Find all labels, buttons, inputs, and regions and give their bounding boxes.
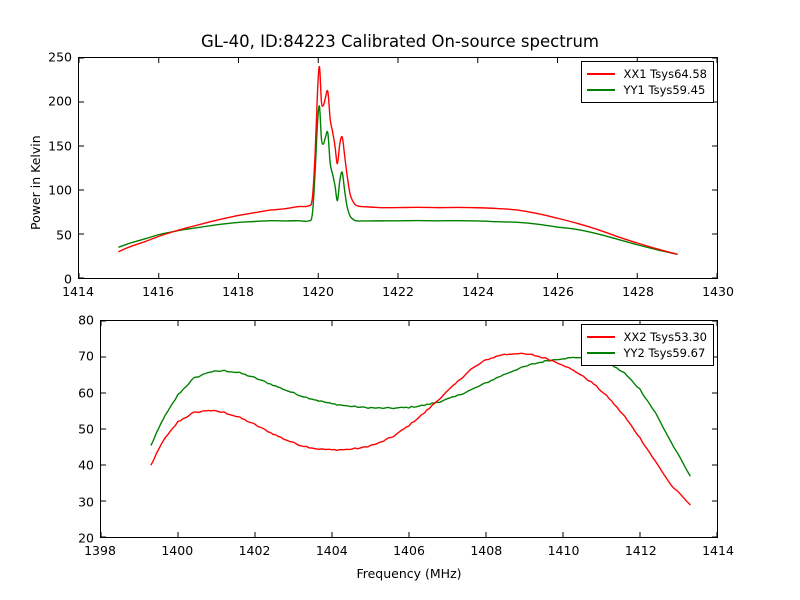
legend-swatch-green bbox=[587, 89, 616, 91]
legend-item: XX2 Tsys53.30 bbox=[587, 329, 707, 345]
top-panel-y-tick-label: 250 bbox=[48, 49, 72, 65]
top-panel-y-tick-label: 0 bbox=[64, 271, 72, 287]
bottom-panel-x-tick-label: 1404 bbox=[315, 543, 348, 558]
top-panel-x-tick-label: 1418 bbox=[222, 284, 254, 299]
legend-label: YY2 Tsys59.67 bbox=[623, 346, 706, 360]
bottom-panel-y-tick-label: 70 bbox=[78, 348, 94, 364]
top-panel-x-tick-label: 1428 bbox=[622, 284, 654, 299]
legend-label: XX1 Tsys64.58 bbox=[623, 67, 707, 81]
bottom-panel-x-tick-label: 1410 bbox=[547, 543, 580, 558]
top-panel-y-tick-label: 100 bbox=[48, 182, 72, 198]
legend-item: XX1 Tsys64.58 bbox=[587, 66, 707, 82]
top-panel-x-tick-label: 1420 bbox=[302, 284, 334, 299]
top-panel-x-tick-label: 1422 bbox=[382, 284, 414, 299]
legend-swatch-green bbox=[587, 352, 616, 354]
bottom-panel-legend: XX2 Tsys53.30 YY2 Tsys59.67 bbox=[581, 324, 714, 366]
bottom-panel-x-tick-label: 1412 bbox=[624, 543, 657, 558]
legend-swatch-red bbox=[587, 336, 616, 338]
top-panel-y-tick-label: 200 bbox=[48, 93, 72, 109]
top-panel-x-tick-label: 1430 bbox=[702, 284, 734, 299]
legend-swatch-red bbox=[587, 73, 616, 75]
top-panel-y-tick-label: 150 bbox=[48, 138, 72, 154]
legend-label: XX2 Tsys53.30 bbox=[623, 330, 707, 344]
legend-item: YY2 Tsys59.67 bbox=[587, 345, 707, 361]
legend-label: YY1 Tsys59.45 bbox=[623, 83, 706, 97]
top-panel-legend: XX1 Tsys64.58 YY1 Tsys59.45 bbox=[581, 61, 714, 103]
bottom-panel-y-tick-label: 80 bbox=[78, 312, 94, 328]
bottom-panel-y-tick-label: 20 bbox=[78, 530, 94, 546]
top-panel-x-tick-label: 1426 bbox=[542, 284, 574, 299]
bottom-panel-x-tick-label: 1408 bbox=[470, 543, 503, 558]
bottom-panel-axes: XX2 Tsys53.30 YY2 Tsys59.67 bbox=[100, 320, 718, 538]
top-panel-axes: XX1 Tsys64.58 YY1 Tsys59.45 bbox=[78, 57, 718, 279]
top-panel-x-tick-label: 1414 bbox=[62, 284, 94, 299]
bottom-panel-x-tick-label: 1400 bbox=[161, 543, 194, 558]
bottom-panel-y-tick-label: 60 bbox=[78, 385, 94, 401]
top-panel-x-tick-label: 1424 bbox=[462, 284, 494, 299]
legend-item: YY1 Tsys59.45 bbox=[587, 82, 707, 98]
bottom-panel-y-tick-label: 40 bbox=[78, 457, 94, 473]
figure-title: GL-40, ID:84223 Calibrated On-source spe… bbox=[200, 32, 599, 51]
bottom-panel-x-axis-label: Frequency (MHz) bbox=[356, 566, 462, 581]
bottom-panel-x-tick-label: 1398 bbox=[84, 543, 116, 558]
top-panel-y-tick-label: 50 bbox=[56, 227, 72, 243]
top-panel-plot-area bbox=[79, 58, 717, 278]
top-panel-x-tick-label: 1416 bbox=[142, 284, 174, 299]
bottom-panel-y-tick-label: 30 bbox=[78, 494, 94, 510]
bottom-panel-x-tick-label: 1414 bbox=[702, 543, 734, 558]
bottom-panel-x-tick-label: 1402 bbox=[238, 543, 271, 558]
bottom-panel-y-tick-label: 50 bbox=[78, 421, 94, 437]
bottom-panel-x-tick-label: 1406 bbox=[393, 543, 425, 558]
